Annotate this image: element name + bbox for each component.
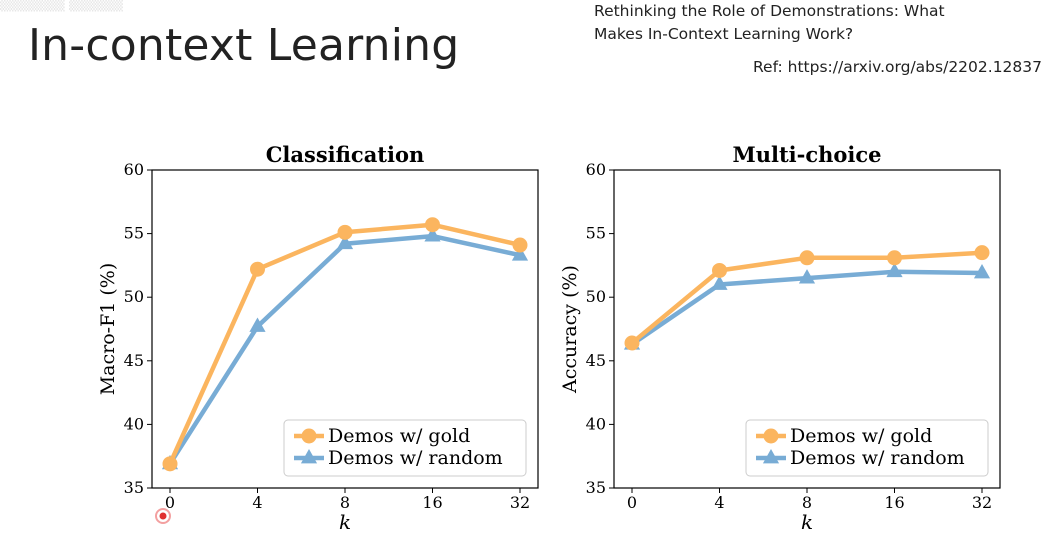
multi-choice-point-random (711, 275, 728, 290)
classification-point-gold (250, 261, 265, 277)
multi-choice-title: Multi-choice (732, 142, 881, 167)
classification-ytick-label: 55 (124, 224, 144, 243)
multi-choice-ytick-label: 60 (586, 160, 606, 179)
classification-ytick-label: 40 (124, 414, 144, 433)
multi-choice-xtick-label: 32 (972, 493, 992, 512)
cursor-dot (159, 512, 167, 520)
multi-choice-legend-label: Demos w/ gold (790, 425, 932, 447)
multi-choice-point-random (798, 269, 816, 284)
watermark: ▒▒▒▒▒▒ ▒▒▒▒▒ (0, 0, 123, 12)
classification-point-gold (337, 224, 353, 240)
multi-choice-point-random (886, 262, 903, 278)
classification-point-random (424, 227, 441, 242)
multi-choice-x-axis-label: k (801, 510, 813, 534)
cursor-ring (155, 508, 171, 524)
multi-choice-y-axis-label: Accuracy (%) (559, 265, 581, 394)
multi-choice-ytick-label: 40 (586, 414, 606, 433)
classification-point-random (511, 246, 529, 261)
classification-legend-marker-gold (301, 428, 317, 444)
classification-plot-frame (151, 169, 539, 489)
cursor-layer (155, 508, 171, 524)
classification-point-random (249, 317, 266, 332)
classification-xtick-label: 0 (165, 493, 175, 512)
classification-ytick-label: 45 (124, 351, 144, 370)
multi-choice-point-gold (624, 335, 640, 351)
multi-choice-legend-marker-random (762, 449, 780, 464)
classification-point-gold (162, 456, 178, 472)
classification-point-gold (512, 237, 528, 253)
multi-choice-legend-marker-gold (763, 428, 779, 444)
classification-xtick-label: 32 (510, 493, 530, 512)
multi-choice-legend-label: Demos w/ random (790, 447, 965, 469)
classification-point-random (336, 234, 354, 250)
classification-ytick-label: 35 (124, 478, 144, 497)
multi-choice-ytick-label: 55 (586, 224, 606, 243)
classification-legend-box (283, 419, 527, 477)
classification-legend-marker-random (300, 449, 318, 464)
paper-title-line-1: Rethinking the Role of Demonstrations: W… (594, 2, 945, 20)
multi-choice-chart: Multi-choice 35 40 45 50 55 60 0 4 8 16 32 k Accuracy… (559, 142, 1001, 534)
classification-point-gold (425, 217, 440, 233)
classification-legend-label: Demos w/ gold (328, 425, 470, 447)
multi-choice-point-gold (974, 245, 990, 261)
paper-reference: Ref: https://arxiv.org/abs/2202.12837 (752, 58, 1042, 76)
multi-choice-series-line-gold (630, 250, 983, 345)
multi-choice-xtick-label: 16 (884, 493, 904, 512)
multi-choice-point-gold (887, 250, 902, 266)
multi-choice-xtick-label: 8 (802, 493, 812, 512)
slide-title: In-context Learning (28, 20, 460, 71)
multi-choice-xtick-label: 0 (627, 493, 637, 512)
multi-choice-ytick-label: 45 (586, 351, 606, 370)
classification-legend-label: Demos w/ random (328, 447, 503, 469)
classification-ytick-label: 50 (124, 287, 144, 306)
classification-xtick-label: 8 (340, 493, 350, 512)
multi-choice-ytick-label: 50 (586, 287, 606, 306)
multi-choice-legend-box (745, 419, 989, 477)
multi-choice-point-random (973, 264, 991, 279)
classification-x-axis-label: k (339, 510, 351, 534)
classification-xtick-label: 16 (422, 493, 442, 512)
multi-choice-ytick-label: 35 (586, 478, 606, 497)
multi-choice-xtick-label: 4 (714, 493, 724, 512)
multi-choice-point-gold (799, 250, 815, 266)
multi-choice-point-gold (712, 262, 727, 278)
classification-title: Classification (266, 142, 425, 167)
classification-xtick-label: 4 (252, 493, 262, 512)
paper-title: Rethinking the Role of Demonstrations: W… (594, 0, 1014, 46)
paper-title-line-2: Makes In-Context Learning Work? (594, 25, 854, 43)
classification-y-axis-label: Macro-F1 (%) (97, 263, 119, 396)
multi-choice-plot-frame (613, 169, 1001, 489)
classification-chart: Classification 35 40 45 50 55 60 0 4 8 16 32 k Macro-… (97, 142, 539, 534)
classification-ytick-label: 60 (124, 160, 144, 179)
